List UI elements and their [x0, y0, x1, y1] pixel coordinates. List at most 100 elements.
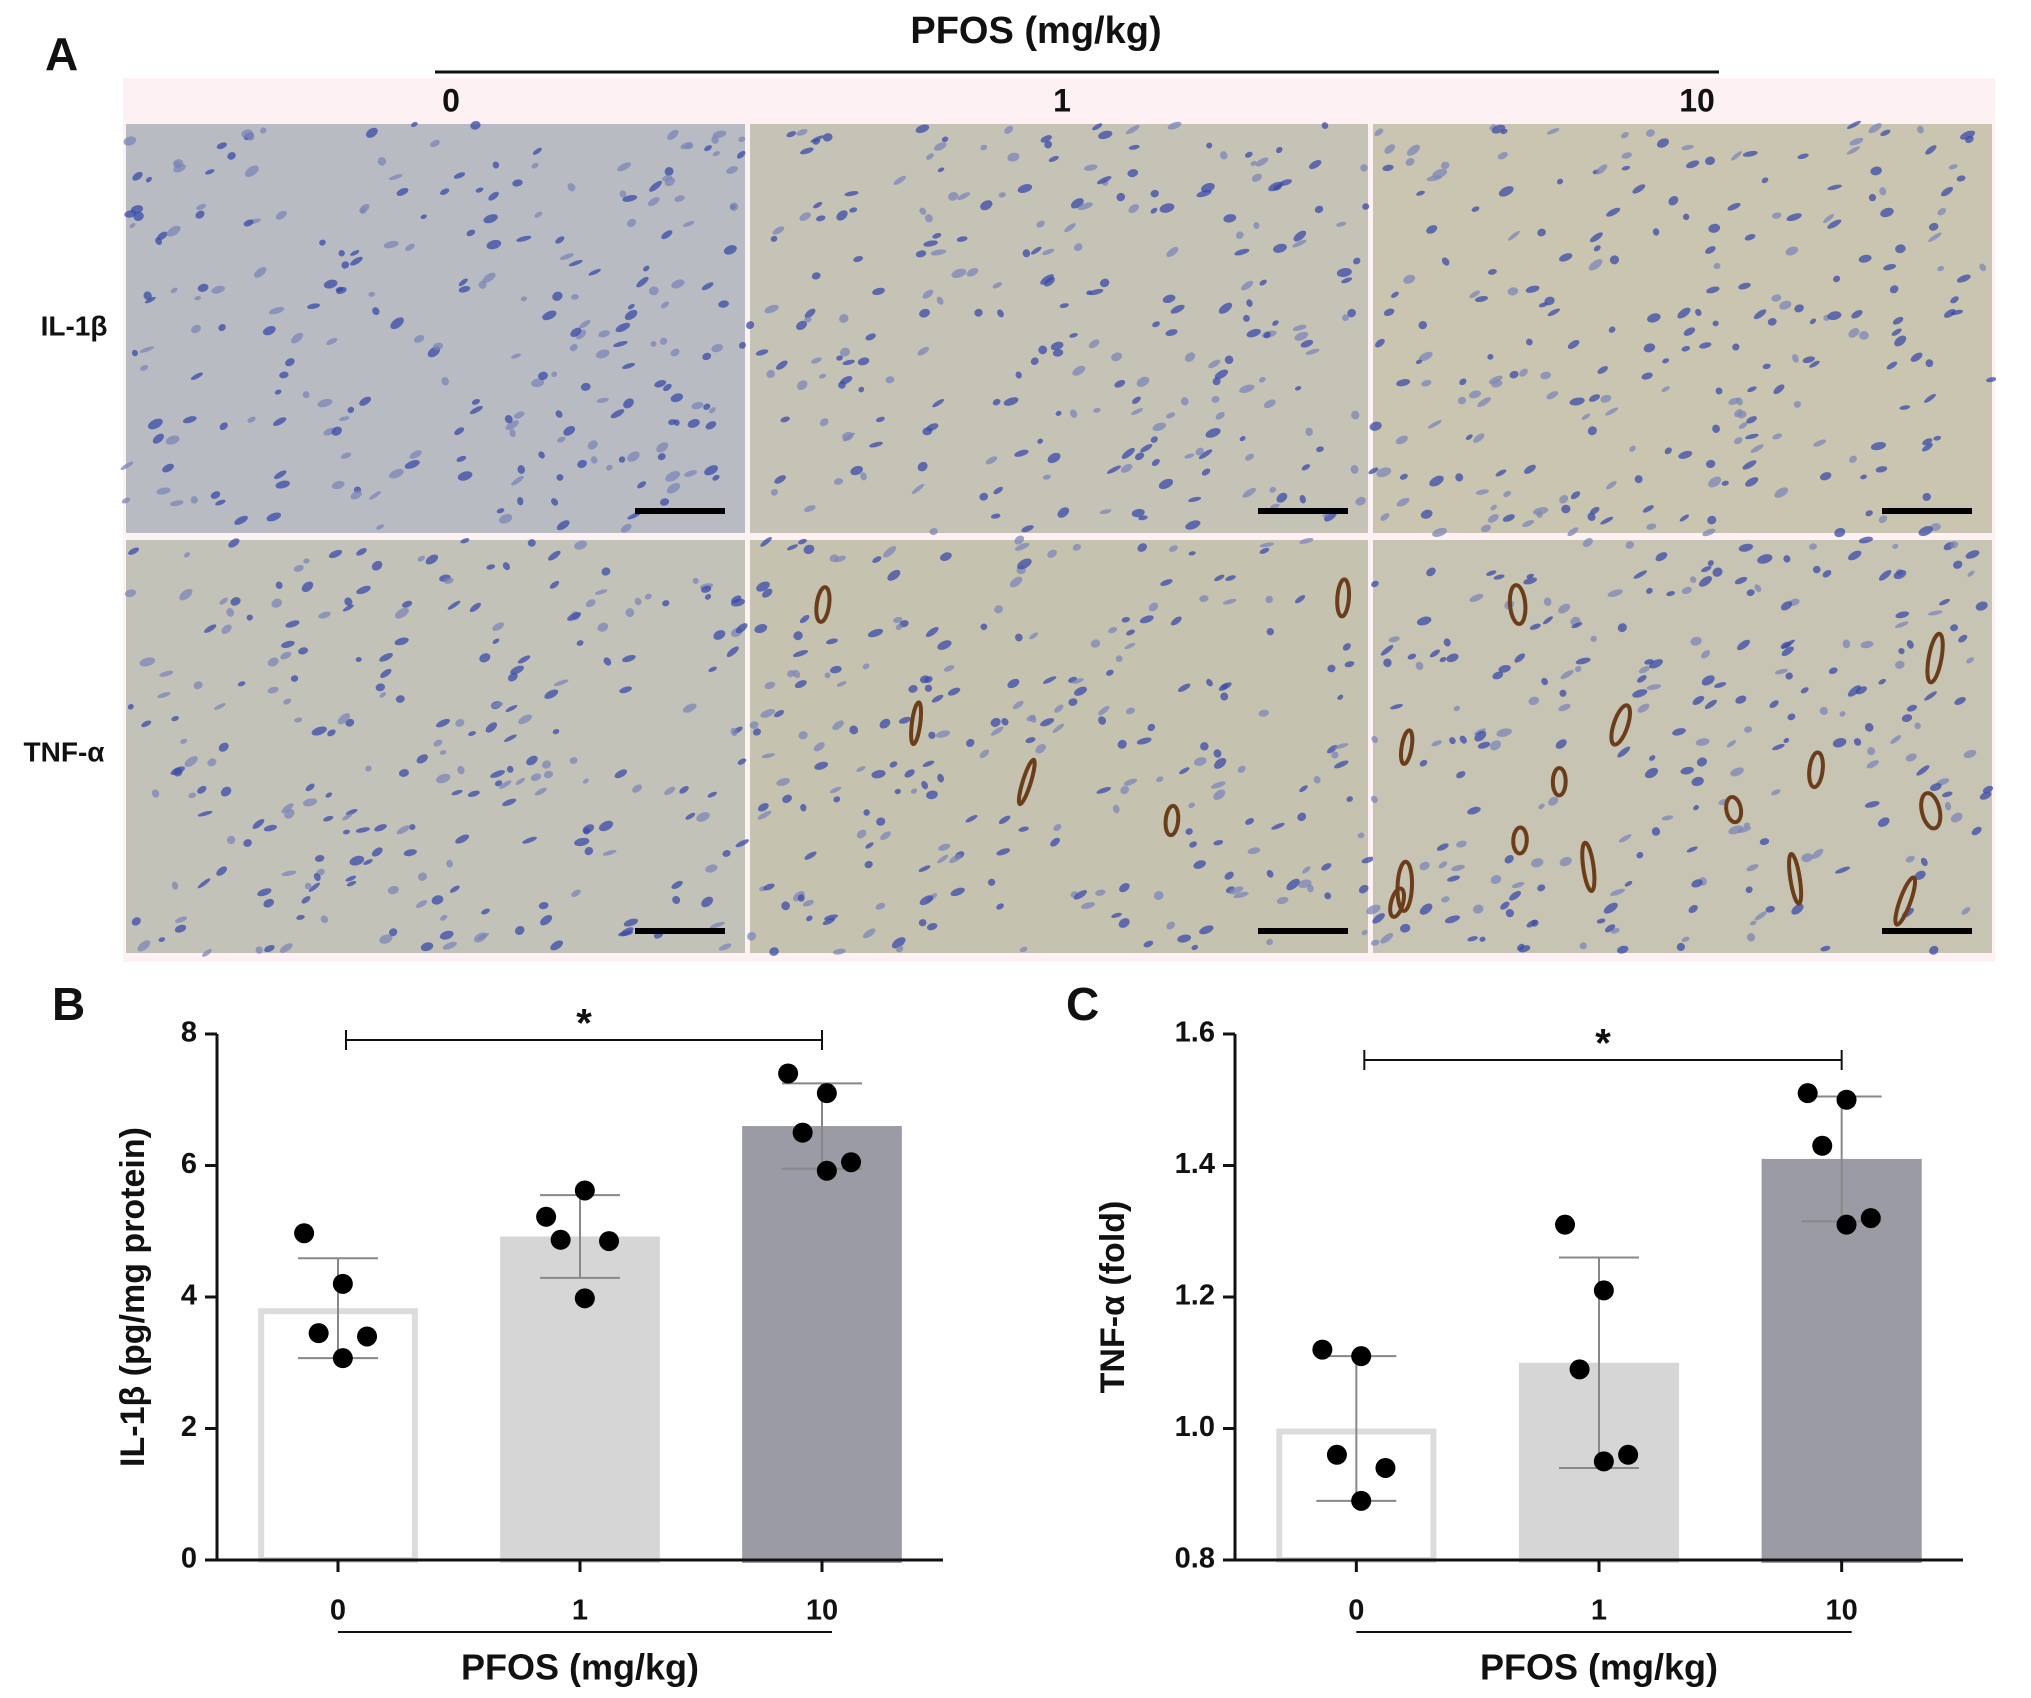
nucleus [990, 726, 1004, 736]
nucleus [1351, 410, 1360, 420]
nucleus [471, 398, 481, 405]
nucleus [1679, 514, 1690, 522]
nucleus [1672, 728, 1686, 736]
nucleus [917, 346, 929, 356]
nucleus [832, 720, 844, 731]
nucleus [704, 145, 712, 152]
nucleus [1245, 453, 1255, 461]
nucleus [1954, 696, 1966, 705]
nucleus [1519, 368, 1528, 377]
data-point [1618, 1444, 1639, 1465]
nucleus [921, 780, 929, 790]
nucleus [1128, 204, 1139, 214]
data-point [1836, 1089, 1857, 1110]
nucleus [1619, 834, 1632, 843]
nucleus [552, 728, 560, 735]
nucleus [1747, 386, 1757, 393]
nucleus [1905, 753, 1917, 762]
nucleus [1215, 411, 1225, 420]
nucleus [839, 314, 849, 323]
nucleus [729, 202, 739, 211]
nucleus [836, 355, 843, 361]
nucleus [1184, 352, 1196, 362]
nucleus [1834, 527, 1846, 538]
nucleus [1218, 302, 1233, 314]
nucleus [1021, 525, 1034, 533]
nucleus [1849, 137, 1864, 146]
nucleus [439, 749, 447, 755]
nucleus [1632, 689, 1648, 698]
nucleus [1894, 621, 1909, 628]
nucleus [965, 815, 978, 823]
nucleus [1074, 686, 1087, 696]
nucleus [338, 250, 345, 257]
nucleus [1193, 860, 1206, 869]
nucleus [1299, 785, 1308, 793]
nucleus [510, 665, 524, 675]
nucleus [1706, 459, 1716, 469]
nucleus [1802, 356, 1815, 364]
nucleus [598, 820, 614, 832]
nucleus [582, 778, 589, 784]
nucleus [1916, 765, 1930, 776]
nucleus [670, 393, 684, 403]
nucleus [762, 588, 773, 598]
nucleus [704, 465, 719, 476]
nucleus [1870, 166, 1882, 176]
nucleus [1371, 580, 1379, 588]
nucleus [314, 854, 325, 862]
nucleus [1029, 632, 1039, 640]
nucleus [1823, 214, 1834, 224]
nucleus [649, 180, 663, 192]
nucleus [488, 191, 499, 201]
nucleus [780, 416, 790, 423]
nucleus [253, 266, 267, 278]
nucleus [1498, 186, 1514, 197]
nucleus [1121, 447, 1135, 459]
nucleus [830, 665, 842, 674]
nucleus [844, 191, 859, 197]
nucleus [735, 839, 749, 848]
nucleus [1059, 303, 1069, 309]
nucleus [1396, 378, 1411, 387]
nucleus [1620, 132, 1629, 139]
nucleus [1860, 474, 1867, 480]
nucleus [279, 943, 293, 953]
nucleus [1117, 739, 1127, 749]
nucleus [782, 794, 792, 803]
nucleus [147, 418, 163, 430]
nucleus [1681, 345, 1691, 352]
nucleus [1038, 345, 1048, 355]
nucleus [1380, 933, 1394, 944]
nucleus [682, 220, 695, 227]
nucleus [221, 624, 232, 634]
nucleus [1579, 942, 1587, 950]
nucleus [1655, 552, 1668, 562]
nucleus [1646, 523, 1657, 530]
nucleus [272, 417, 287, 426]
nucleus [1026, 714, 1036, 722]
nucleus [1746, 933, 1756, 942]
nucleus [325, 792, 333, 798]
nucleus [1429, 649, 1440, 658]
nucleus [644, 593, 652, 600]
nucleus [1569, 397, 1585, 406]
nucleus [992, 282, 1003, 289]
nucleus [526, 755, 538, 766]
nucleus [864, 860, 873, 869]
nucleus [1098, 130, 1113, 140]
nucleus [1746, 864, 1759, 872]
nucleus [515, 777, 525, 785]
nucleus [1004, 125, 1013, 134]
data-point [816, 1083, 837, 1104]
nucleus [1701, 565, 1712, 573]
nucleus [1441, 896, 1450, 903]
nucleus [1979, 263, 1987, 272]
nucleus [1559, 253, 1573, 262]
nucleus [1794, 304, 1804, 313]
nucleus [202, 948, 212, 957]
nucleus [1168, 545, 1178, 552]
nucleus [1787, 713, 1796, 721]
nucleus [1490, 874, 1502, 884]
nucleus [262, 325, 276, 336]
